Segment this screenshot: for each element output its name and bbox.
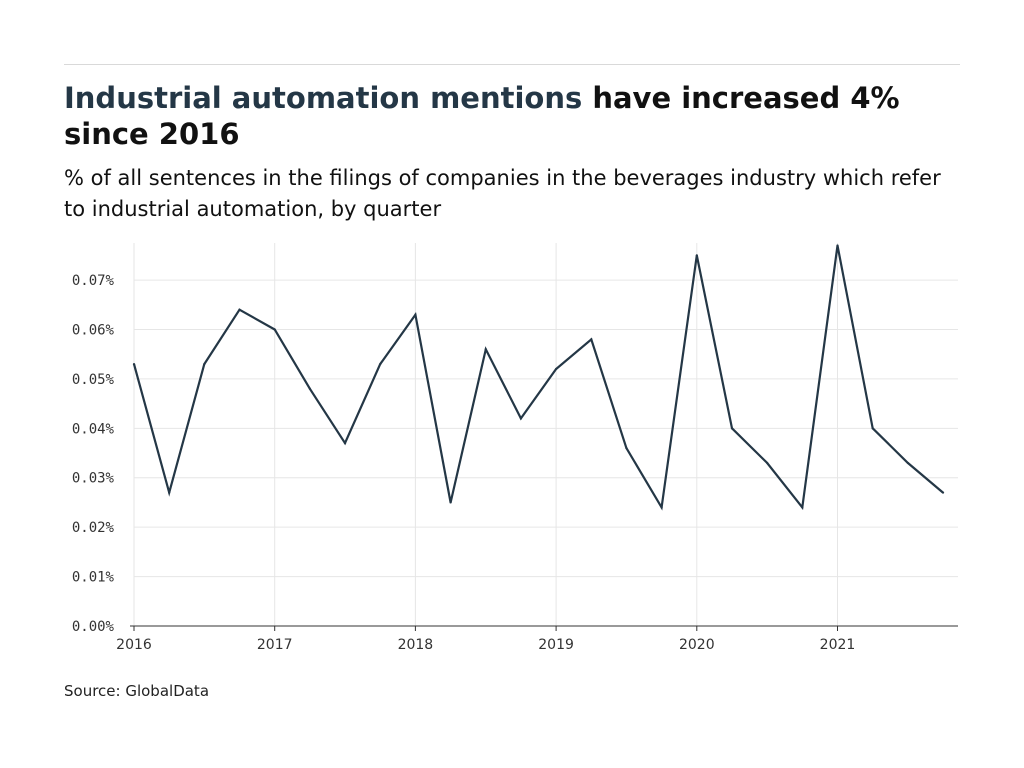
source-note: Source: GlobalData	[64, 682, 210, 700]
data-point	[906, 461, 909, 465]
x-tick-label: 2020	[679, 637, 715, 653]
data-point	[168, 491, 171, 494]
data-point	[343, 442, 347, 445]
data-point	[660, 506, 663, 509]
data-point	[555, 367, 558, 371]
data-point	[273, 328, 276, 331]
x-tick-label: 2016	[116, 637, 152, 653]
y-tick-label: 0.01%	[72, 570, 115, 586]
title-rest: have increased 4% since 2016	[64, 81, 900, 151]
x-tick-label: 2017	[257, 637, 293, 653]
x-tick-label: 2018	[398, 637, 434, 653]
data-point	[695, 254, 698, 257]
axes	[130, 625, 958, 631]
data-point	[836, 244, 839, 247]
data-point	[238, 308, 241, 311]
data-point	[871, 427, 874, 430]
y-tick-label: 0.03%	[72, 471, 115, 487]
chart-subtitle: % of all sentences in the filings of com…	[64, 166, 941, 221]
x-tick-label: 2021	[820, 637, 856, 653]
data-point	[941, 491, 945, 494]
data-point	[801, 506, 804, 509]
series-layer	[132, 244, 945, 511]
data-point	[414, 313, 417, 316]
data-point	[590, 338, 593, 341]
data-point	[484, 348, 487, 351]
data-point	[203, 362, 206, 366]
data-point	[132, 362, 136, 366]
grid-lines	[133, 243, 958, 626]
data-point	[519, 417, 523, 420]
y-tick-label: 0.07%	[72, 273, 115, 289]
y-tick-label: 0.05%	[72, 372, 115, 388]
data-point	[730, 427, 734, 430]
data-point	[449, 501, 452, 504]
data-point	[625, 446, 628, 450]
series-line	[132, 245, 944, 511]
tick-labels: 0.00% 0.01% 0.02% 0.03% 0.04% 0.05% 0.06% 0.07%…	[72, 273, 855, 653]
title-highlight: Industrial automation mentions	[64, 81, 583, 115]
data-point	[379, 362, 382, 366]
top-rule	[64, 64, 960, 65]
data-point	[766, 461, 769, 465]
y-tick-label: 0.02%	[72, 520, 115, 536]
chart-title: Industrial automation mentions have incr…	[64, 80, 964, 152]
y-tick-label: 0.04%	[72, 421, 115, 437]
data-point	[308, 387, 311, 390]
y-tick-label: 0.06%	[72, 322, 115, 338]
x-tick-label: 2019	[538, 637, 574, 653]
y-tick-label: 0.00%	[72, 619, 115, 635]
